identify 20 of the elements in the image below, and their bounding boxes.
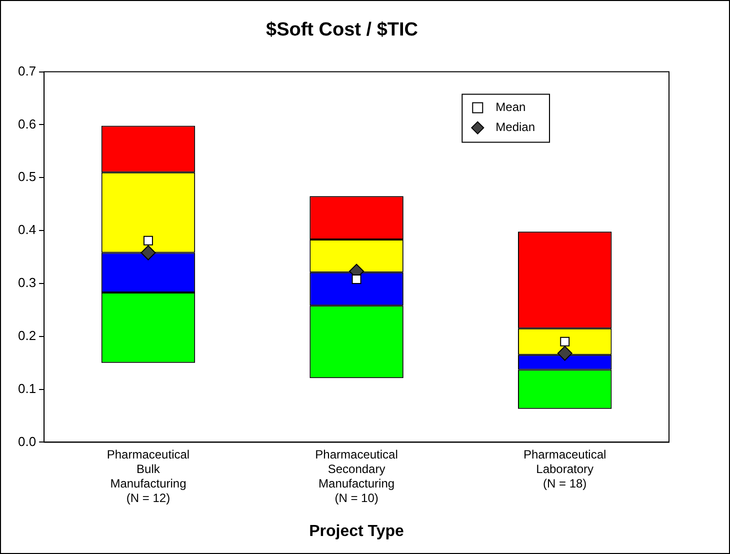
y-tick-label: 0.3 — [18, 275, 36, 290]
x-tick-label: Pharmaceutical Laboratory (N = 18) — [523, 448, 606, 491]
legend-label: Mean — [496, 100, 526, 114]
point — [557, 346, 572, 361]
y-tick-label: 0.6 — [18, 116, 36, 132]
point — [560, 336, 570, 346]
y-tick-label: 0.5 — [18, 169, 36, 184]
point — [352, 274, 362, 284]
y-tick-label: 0.1 — [18, 380, 36, 396]
x-axis-title: Project Type — [309, 522, 404, 540]
point — [140, 245, 156, 260]
y-tick-label: 0.4 — [18, 222, 36, 238]
legend-label: Median — [496, 120, 535, 134]
y-tick-label: 0.0 — [18, 434, 36, 449]
y-tick-label: 0.2 — [18, 328, 36, 343]
point — [143, 236, 153, 246]
x-tick-label: Pharmaceutical Secondary Manufacturing (N = 10) — [315, 448, 398, 505]
chart-title: $Soft Cost / $TIC — [266, 20, 418, 41]
y-tick-label: 0.7 — [18, 63, 36, 78]
x-tick-label: Pharmaceutical Bulk Manufacturing (N = 12) — [106, 448, 190, 505]
